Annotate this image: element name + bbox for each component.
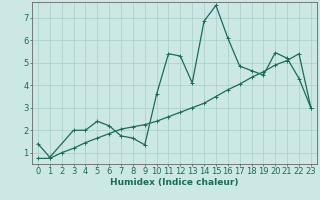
X-axis label: Humidex (Indice chaleur): Humidex (Indice chaleur)	[110, 178, 239, 187]
